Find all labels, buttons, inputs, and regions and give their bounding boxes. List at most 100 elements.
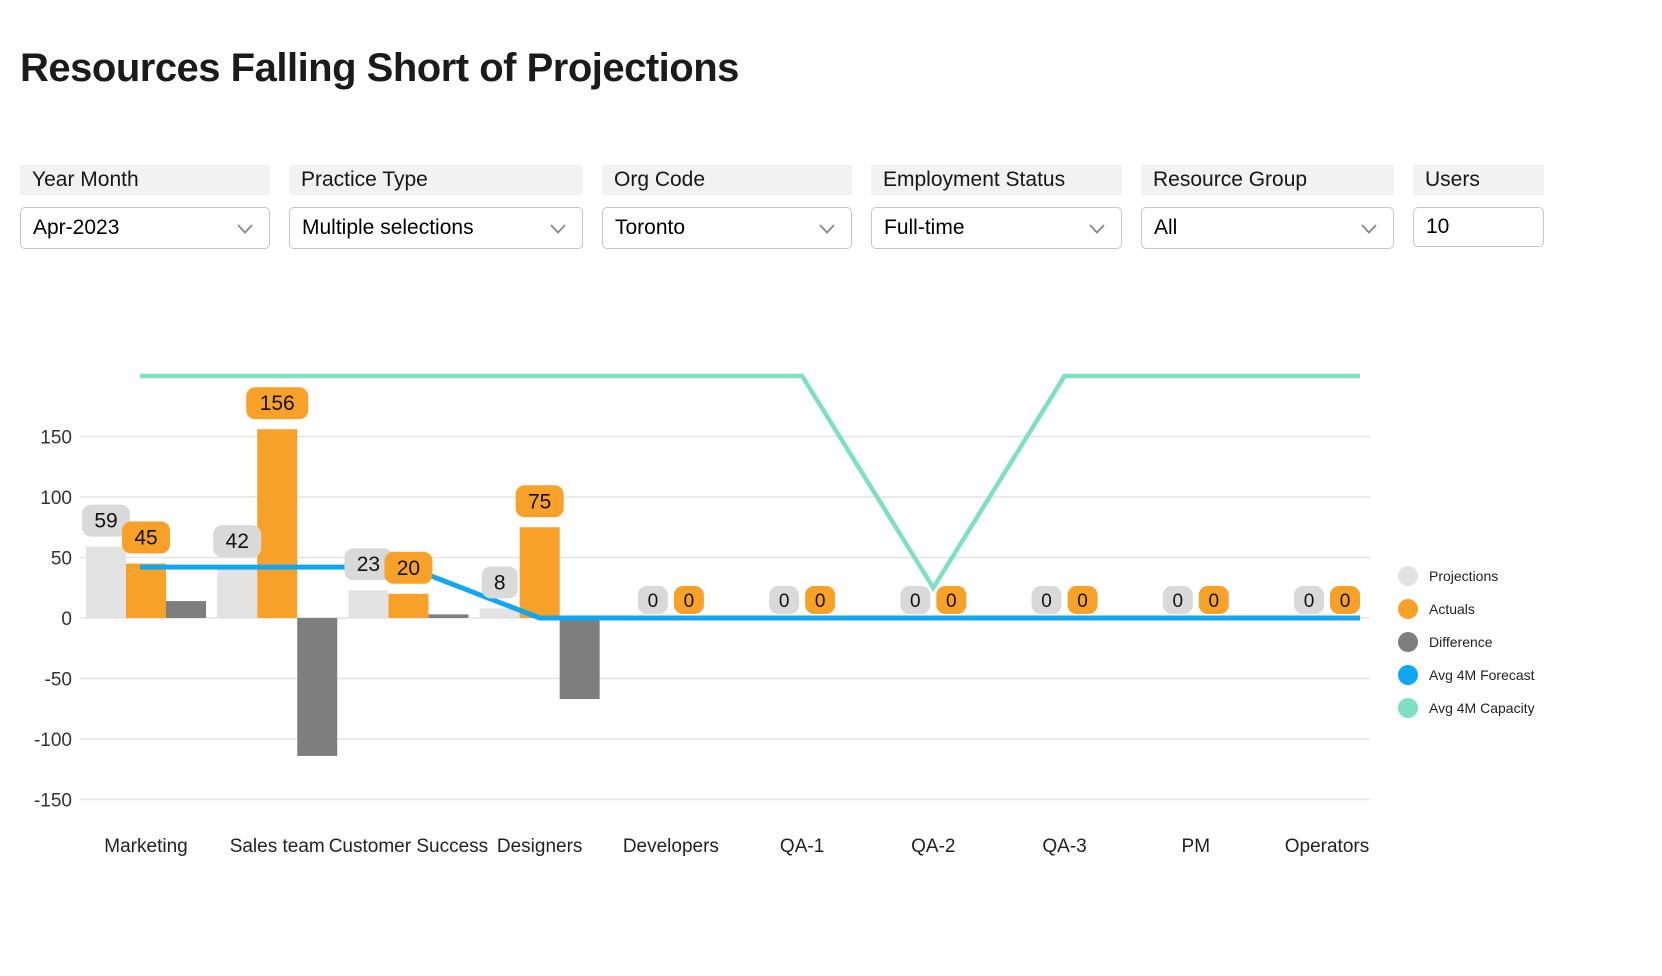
- bar-actuals[interactable]: [126, 563, 166, 618]
- zero-badge-projections-text: 0: [1304, 591, 1315, 612]
- value-badge-projections-text: 59: [94, 510, 117, 533]
- practice-type-value: Multiple selections: [302, 216, 474, 239]
- value-badge-actuals-text: 20: [397, 557, 420, 580]
- value-badge-actuals[interactable]: [122, 521, 170, 554]
- value-badge-projections[interactable]: [344, 548, 393, 581]
- value-badge-projections[interactable]: [82, 504, 130, 537]
- zero-badge-actuals-text: 0: [1208, 591, 1219, 612]
- year-month-value: Apr-2023: [33, 216, 120, 239]
- value-badge-actuals[interactable]: [246, 387, 309, 420]
- org-code-value: Toronto: [615, 216, 686, 239]
- zero-badge-projections[interactable]: [769, 586, 800, 614]
- x-category-label: Designers: [497, 836, 583, 857]
- zero-badge-actuals[interactable]: [936, 586, 967, 614]
- year-month-dropdown[interactable]: Apr-2023: [20, 207, 270, 249]
- filter-bar: Year Month Apr-2023 Practice Type Multip…: [20, 165, 1544, 249]
- value-badge-actuals-text: 75: [528, 490, 551, 513]
- legend-item-capacity[interactable]: Avg 4M Capacity: [1398, 698, 1535, 718]
- filter-employment-status-label: Employment Status: [871, 165, 1122, 195]
- bar-projections[interactable]: [348, 590, 389, 618]
- y-tick-label: 100: [40, 488, 72, 509]
- y-tick-label: -100: [34, 730, 72, 751]
- org-code-dropdown[interactable]: Toronto: [602, 207, 852, 249]
- value-badge-projections[interactable]: [213, 525, 262, 558]
- filter-users-label: Users: [1413, 165, 1544, 195]
- legend-item-projections[interactable]: Projections: [1398, 566, 1535, 586]
- value-badge-actuals-text: 156: [260, 392, 295, 415]
- zero-badge-actuals[interactable]: [673, 586, 704, 614]
- zero-badge-projections[interactable]: [900, 586, 931, 614]
- bar-projections[interactable]: [217, 567, 258, 618]
- page-title: Resources Falling Short of Projections: [20, 46, 739, 90]
- users-input[interactable]: [1413, 207, 1544, 247]
- y-tick-label: 0: [61, 609, 72, 630]
- zero-badge-projections-text: 0: [648, 591, 659, 612]
- capacity-swatch: [1398, 698, 1418, 718]
- projections-swatch: [1398, 566, 1418, 586]
- filter-users: Users: [1413, 165, 1544, 249]
- chevron-down-icon: [237, 224, 253, 234]
- zero-badge-projections[interactable]: [1162, 586, 1193, 614]
- chevron-down-icon: [550, 224, 566, 234]
- employment-status-value: Full-time: [884, 216, 965, 239]
- zero-badge-actuals-text: 0: [684, 591, 695, 612]
- zero-badge-actuals[interactable]: [805, 586, 836, 614]
- legend-item-forecast[interactable]: Avg 4M Forecast: [1398, 665, 1535, 685]
- value-badge-projections-text: 8: [494, 571, 506, 594]
- filter-employment-status: Employment Status Full-time: [871, 165, 1122, 249]
- x-category-label: PM: [1182, 836, 1211, 857]
- bar-projections[interactable]: [86, 546, 126, 618]
- bar-projections[interactable]: [479, 608, 520, 618]
- bar-actuals[interactable]: [519, 527, 560, 618]
- chart-legend: Projections Actuals Difference Avg 4M Fo…: [1398, 566, 1535, 718]
- filter-year-month: Year Month Apr-2023: [20, 165, 270, 249]
- x-category-label: QA-1: [780, 836, 824, 857]
- zero-badge-projections[interactable]: [637, 586, 668, 614]
- zero-badge-actuals[interactable]: [1198, 586, 1229, 614]
- value-badge-actuals-text: 45: [134, 527, 157, 550]
- filter-practice-type: Practice Type Multiple selections: [289, 165, 583, 249]
- zero-badge-projections[interactable]: [1294, 586, 1324, 614]
- bar-difference[interactable]: [428, 614, 469, 618]
- actuals-swatch: [1398, 599, 1418, 619]
- bar-difference[interactable]: [559, 618, 600, 700]
- forecast-line: [140, 564, 1360, 621]
- legend-item-difference[interactable]: Difference: [1398, 632, 1535, 652]
- zero-badge-actuals[interactable]: [1067, 586, 1098, 614]
- employment-status-dropdown[interactable]: Full-time: [871, 207, 1122, 249]
- value-badge-projections-text: 42: [226, 530, 249, 553]
- zero-badge-actuals-text: 0: [946, 591, 957, 612]
- bar-actuals[interactable]: [388, 593, 429, 618]
- x-category-label: Marketing: [104, 836, 187, 857]
- value-badge-actuals[interactable]: [384, 551, 433, 584]
- bar-difference[interactable]: [166, 601, 206, 618]
- value-badge-projections-text: 23: [357, 553, 380, 576]
- value-badge-projections[interactable]: [481, 566, 518, 599]
- zero-badge-projections-text: 0: [1172, 591, 1183, 612]
- zero-badge-actuals[interactable]: [1330, 586, 1360, 614]
- zero-badge-actuals-text: 0: [1077, 591, 1088, 612]
- filter-org-code-label: Org Code: [602, 165, 852, 195]
- y-tick-label: 150: [40, 428, 72, 449]
- difference-swatch: [1398, 632, 1418, 652]
- x-category-label: Customer Success: [329, 836, 488, 857]
- bar-difference[interactable]: [297, 618, 338, 756]
- bar-actuals[interactable]: [257, 429, 298, 618]
- resource-group-value: All: [1154, 216, 1178, 239]
- resource-group-dropdown[interactable]: All: [1141, 207, 1394, 249]
- legend-item-actuals[interactable]: Actuals: [1398, 599, 1535, 619]
- chevron-down-icon: [1089, 224, 1105, 234]
- y-tick-label: -150: [34, 791, 72, 812]
- x-category-label: Developers: [623, 836, 719, 857]
- zero-badge-projections[interactable]: [1031, 586, 1062, 614]
- zero-badge-projections-text: 0: [779, 591, 790, 612]
- chevron-down-icon: [1361, 224, 1377, 234]
- x-category-label: Operators: [1285, 836, 1369, 857]
- practice-type-dropdown[interactable]: Multiple selections: [289, 207, 583, 249]
- resource-chart: 150 100 50 0 -50 -100 -150 59 45 42 156 23 20 8 75 0 0 0 0…: [34, 373, 1370, 857]
- zero-badge-projections-text: 0: [910, 591, 921, 612]
- y-tick-label: 50: [51, 549, 72, 570]
- filter-practice-type-label: Practice Type: [289, 165, 583, 195]
- value-badge-actuals[interactable]: [515, 485, 564, 518]
